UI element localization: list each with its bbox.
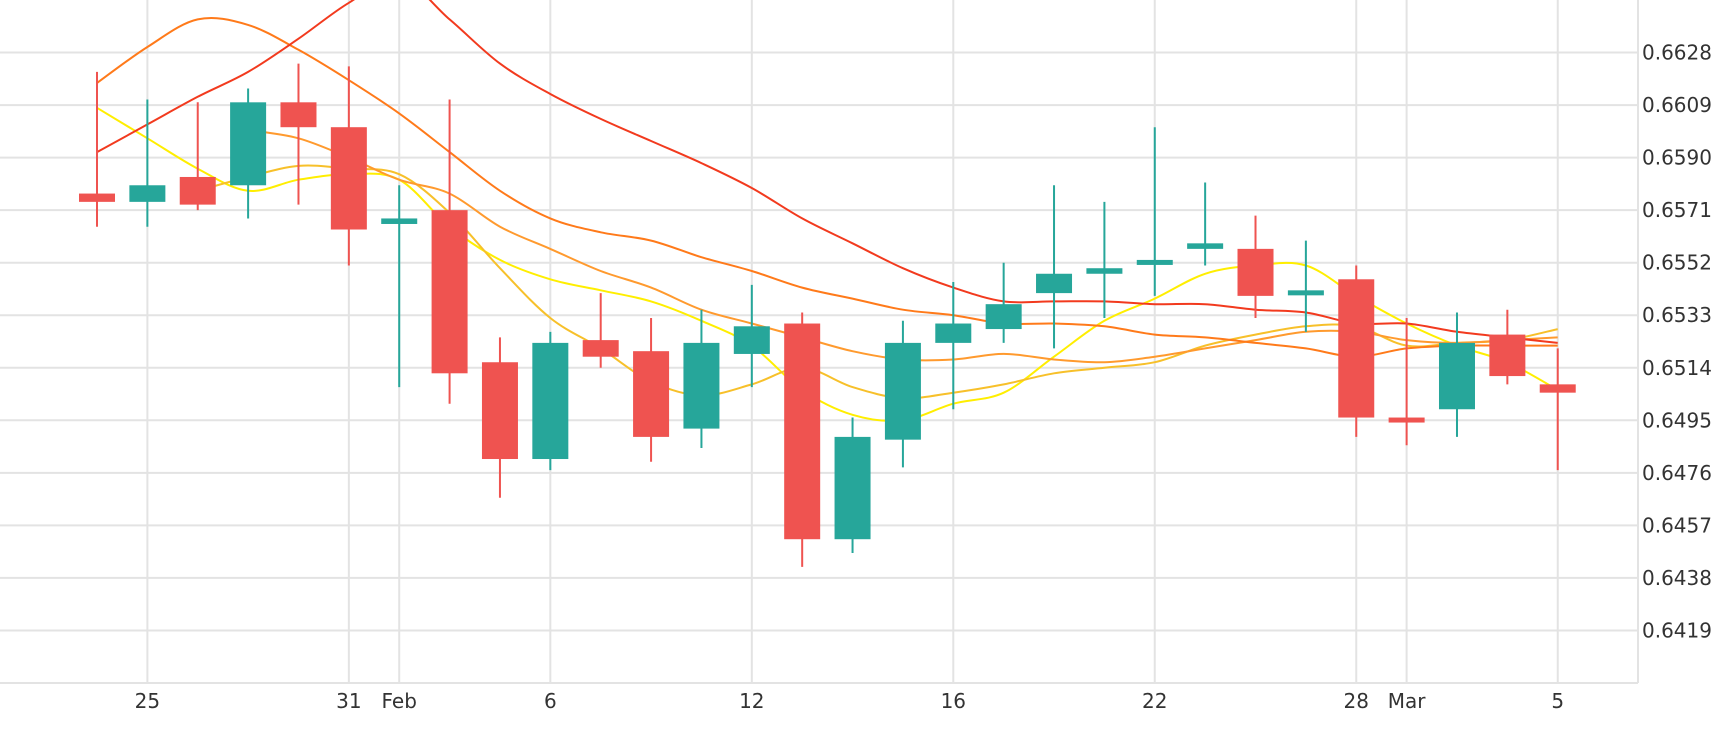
candle-body — [985, 304, 1022, 330]
candle-body — [1489, 334, 1526, 377]
candle — [129, 99, 166, 227]
x-tick-label: 5 — [1551, 689, 1564, 713]
candle-body — [481, 362, 518, 460]
candle-body — [784, 323, 821, 540]
candle-body — [582, 340, 619, 357]
candle — [834, 417, 871, 554]
y-tick-label: 0.6419 — [1642, 618, 1712, 642]
candle — [431, 99, 468, 404]
candle — [230, 88, 267, 219]
candle-body — [179, 176, 216, 205]
candle — [1086, 201, 1123, 318]
candle — [985, 262, 1022, 343]
candle — [683, 309, 720, 448]
y-tick-label: 0.6533 — [1642, 303, 1712, 327]
candle-body — [1388, 417, 1425, 423]
axes — [0, 0, 1639, 684]
x-tick-label: Feb — [382, 689, 417, 713]
candle-body — [733, 326, 770, 354]
candle-body — [884, 342, 921, 440]
x-tick-label: 16 — [941, 689, 966, 713]
candle — [1388, 317, 1425, 446]
y-tick-label: 0.6628 — [1642, 41, 1712, 65]
candle — [784, 312, 821, 567]
x-tick-label: 31 — [336, 689, 361, 713]
candle — [1136, 127, 1173, 296]
candle-body — [935, 323, 972, 343]
candle — [935, 282, 972, 410]
y-tick-label: 0.6590 — [1642, 146, 1712, 170]
y-tick-label: 0.6609 — [1642, 93, 1712, 117]
x-tick-label: Mar — [1388, 689, 1427, 713]
candle — [1287, 240, 1324, 332]
candle-body — [532, 342, 569, 460]
candle — [1237, 215, 1274, 318]
candles — [79, 63, 1576, 567]
candle — [532, 331, 569, 471]
y-tick-label: 0.6571 — [1642, 198, 1712, 222]
candle — [1539, 348, 1576, 471]
candle — [1489, 309, 1526, 385]
candle — [582, 293, 619, 368]
ma-line-5 — [96, 0, 1558, 344]
candle-body — [1086, 268, 1123, 274]
candle-body — [330, 127, 367, 230]
candle-body — [1136, 259, 1173, 265]
candle — [1338, 265, 1375, 437]
candle-body — [1237, 248, 1274, 296]
candle-body — [1187, 243, 1224, 249]
x-tick-label: 12 — [739, 689, 764, 713]
y-tick-label: 0.6438 — [1642, 566, 1712, 590]
candle — [381, 185, 418, 388]
candle-body — [129, 185, 166, 202]
candle — [733, 284, 770, 388]
candle-body — [834, 436, 871, 540]
candle-body — [79, 193, 115, 202]
candle-body — [1036, 273, 1073, 294]
candle — [1187, 182, 1224, 266]
candle-body — [1539, 384, 1576, 393]
y-axis-tick-labels: 0.6628 0.6609 0.6590 0.6571 0.6552 0.6533 0.65… — [1642, 41, 1712, 643]
x-axis-tick-labels: 25 31 Feb 6 12 16 22 28 Mar 5 — [135, 689, 1564, 713]
ma-line-2 — [197, 164, 1558, 400]
candle — [481, 337, 518, 498]
y-tick-label: 0.6514 — [1642, 356, 1712, 380]
candle — [633, 317, 670, 462]
candle — [1438, 312, 1475, 437]
candle-body — [431, 210, 468, 374]
candle — [1036, 185, 1073, 349]
x-tick-label: 28 — [1344, 689, 1369, 713]
y-tick-label: 0.6552 — [1642, 251, 1712, 275]
candle-body — [683, 342, 720, 429]
ma-line-4 — [96, 16, 1558, 358]
x-tick-label: 22 — [1142, 689, 1167, 713]
candle — [884, 320, 921, 468]
y-tick-label: 0.6476 — [1642, 461, 1712, 485]
candle-body — [230, 102, 267, 186]
y-tick-label: 0.6457 — [1642, 513, 1712, 537]
candle-body — [1287, 290, 1324, 296]
y-tick-label: 0.6495 — [1642, 408, 1712, 432]
candle-body — [381, 218, 418, 224]
candle-body — [1438, 342, 1475, 410]
x-tick-label: 25 — [135, 689, 160, 713]
candle-body — [633, 351, 670, 437]
candle-body — [280, 102, 317, 128]
candle — [179, 102, 216, 211]
candle — [330, 66, 367, 266]
candle-body — [1338, 279, 1375, 418]
x-tick-label: 6 — [544, 689, 557, 713]
candle — [280, 63, 317, 205]
candle — [79, 71, 115, 227]
